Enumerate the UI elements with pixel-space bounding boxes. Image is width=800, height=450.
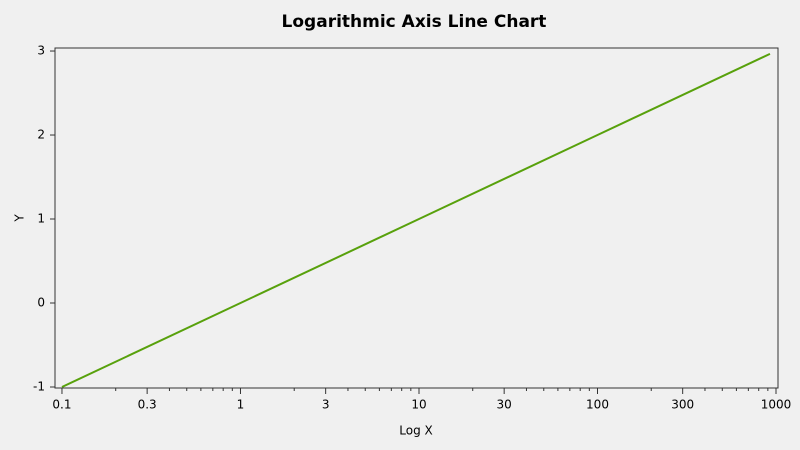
y-tick-label: 2 <box>37 128 45 142</box>
x-tick-label: 3 <box>322 398 330 412</box>
plot-area <box>54 47 779 389</box>
x-tick-label: 30 <box>497 398 512 412</box>
x-axis-label: Log X <box>399 424 432 438</box>
y-axis-label: Y <box>13 214 27 223</box>
x-tick-label: 1 <box>237 398 245 412</box>
y-tick-label: -1 <box>33 379 45 393</box>
x-tick-label: 300 <box>671 398 694 412</box>
line-series <box>61 52 771 388</box>
y-tick-label: 0 <box>37 296 45 310</box>
y-tick-label: 3 <box>37 44 45 58</box>
y-tick-label: 1 <box>37 212 45 226</box>
x-tick-label: 0.3 <box>138 398 157 412</box>
x-tick-label: 10 <box>411 398 426 412</box>
chart-title: Logarithmic Axis Line Chart <box>282 12 547 32</box>
x-tick-label: 100 <box>586 398 609 412</box>
x-tick-label: 1000 <box>761 398 792 412</box>
x-tick-label: 0.1 <box>52 398 71 412</box>
